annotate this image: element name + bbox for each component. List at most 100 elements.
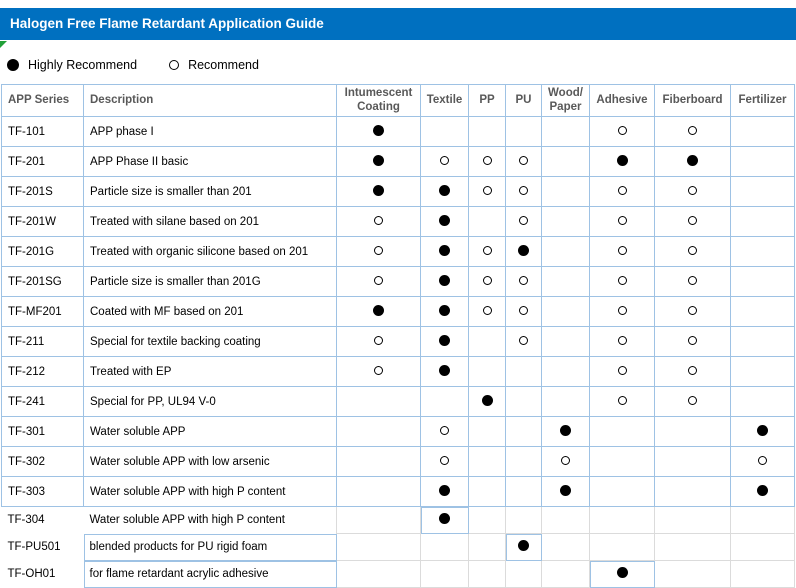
mark-cell: [420, 266, 469, 297]
mark-cell: [589, 476, 655, 507]
mark-cell: [589, 146, 655, 177]
mark-cell: [468, 266, 506, 297]
mark-cell: [541, 446, 590, 477]
filled-circle-icon: [7, 59, 19, 71]
table-row: TF-201 APP Phase II basic: [1, 146, 795, 177]
mark-cell: [420, 296, 469, 327]
mark-cell: [541, 476, 590, 507]
series-cell: TF-201SG: [1, 266, 84, 297]
mark-cell: [468, 236, 506, 267]
mark-cell: [589, 560, 655, 588]
mark-cell: [654, 206, 731, 237]
mark-cell: [505, 386, 542, 417]
highly-recommend-dot-icon: [439, 364, 450, 376]
mark-cell: [505, 476, 542, 507]
highly-recommend-dot-icon: [616, 154, 628, 166]
mark-cell: [468, 326, 506, 357]
mark-cell: [505, 326, 542, 357]
mark-cell: [420, 560, 469, 588]
recommend-dot-icon: [374, 365, 383, 375]
table-body: TF-101 APP phase I TF-201 APP Phase II basi…: [1, 116, 795, 588]
mark-cell: [589, 116, 655, 147]
highly-recommend-dot-icon: [439, 484, 450, 496]
mark-cell: [654, 476, 731, 507]
mark-cell: [336, 116, 421, 147]
mark-cell: [505, 560, 542, 588]
mark-cell: [505, 236, 542, 267]
mark-cell: [420, 146, 469, 177]
series-cell: TF-301: [1, 416, 84, 447]
recommend-dot-icon: [374, 215, 383, 225]
mark-cell: [336, 176, 421, 207]
mark-cell: [505, 356, 542, 387]
mark-cell: [589, 296, 655, 327]
mark-cell: [468, 176, 506, 207]
mark-cell: [420, 236, 469, 267]
mark-cell: [505, 506, 542, 534]
mark-cell: [336, 386, 421, 417]
recommend-dot-icon: [519, 275, 528, 285]
column-header-fertilizer: Fertilizer: [730, 84, 795, 117]
table-row: TF-201W Treated with silane based on 201: [1, 206, 795, 237]
recommend-dot-icon: [617, 275, 627, 285]
mark-cell: [730, 386, 795, 417]
description-cell: Treated with EP: [83, 356, 337, 387]
recommend-dot-icon: [688, 365, 697, 375]
column-header-intumescent-coating: Intumescent Coating: [336, 84, 421, 117]
mark-cell: [336, 506, 421, 534]
highly-recommend-dot-icon: [439, 513, 450, 524]
table-row: TF-301 Water soluble APP: [1, 416, 795, 447]
mark-cell: [420, 533, 469, 561]
highly-recommend-dot-icon: [518, 540, 529, 551]
description-cell: Water soluble APP with high P content: [89, 514, 285, 527]
series-cell: TF-201W: [1, 206, 84, 237]
mark-cell: [730, 446, 795, 477]
recommend-dot-icon: [617, 365, 627, 375]
legend-item-highly-recommend: Highly Recommend: [7, 58, 137, 72]
description-cell: Treated with silane based on 201: [83, 206, 337, 237]
mark-cell: [730, 176, 795, 207]
recommend-dot-icon: [374, 275, 383, 285]
recommend-dot-icon: [688, 185, 697, 195]
mark-cell: [589, 176, 655, 207]
highly-recommend-dot-icon: [560, 424, 571, 436]
recommend-dot-icon: [482, 305, 492, 315]
mark-cell: [468, 506, 506, 534]
highly-recommend-dot-icon: [757, 424, 768, 436]
highly-recommend-dot-icon: [757, 484, 768, 496]
mark-cell: [730, 116, 795, 147]
highly-recommend-dot-icon: [373, 124, 384, 136]
mark-cell: [468, 386, 506, 417]
recommend-dot-icon: [519, 155, 528, 165]
mark-cell: [730, 560, 795, 588]
recommend-dot-icon: [617, 245, 627, 255]
column-header-wood-paper: Wood/ Paper: [541, 84, 590, 117]
mark-cell: [730, 146, 795, 177]
table-row: TF-303 Water soluble APP with high P cont…: [1, 476, 795, 507]
recommend-dot-icon: [617, 185, 627, 195]
mark-cell: [730, 266, 795, 297]
mark-cell: [654, 176, 731, 207]
recommend-dot-icon: [688, 305, 697, 315]
open-circle-icon: [169, 60, 180, 70]
recommend-dot-icon: [519, 305, 528, 315]
mark-cell: [730, 296, 795, 327]
recommend-dot-icon: [688, 125, 697, 135]
mark-cell: [654, 236, 731, 267]
mark-cell: [589, 326, 655, 357]
mark-cell: [730, 533, 795, 561]
recommend-dot-icon: [374, 335, 383, 345]
legend: Highly Recommend Recommend: [7, 56, 796, 74]
mark-cell: [541, 533, 590, 561]
description-cell: for flame retardant acrylic adhesive: [83, 560, 337, 588]
highly-recommend-dot-icon: [373, 184, 384, 196]
table-row: TF-211 Special for textile backing coatin…: [1, 326, 795, 357]
mark-cell: [654, 116, 731, 147]
mark-cell: [541, 176, 590, 207]
mark-cell: [336, 533, 421, 561]
mark-cell: [468, 446, 506, 477]
highly-recommend-dot-icon: [560, 484, 571, 496]
description-cell: Water soluble APP with high P content: [83, 476, 337, 507]
column-header-textile: Textile: [420, 84, 469, 117]
legend-label-highly-recommend: Highly Recommend: [28, 58, 138, 72]
